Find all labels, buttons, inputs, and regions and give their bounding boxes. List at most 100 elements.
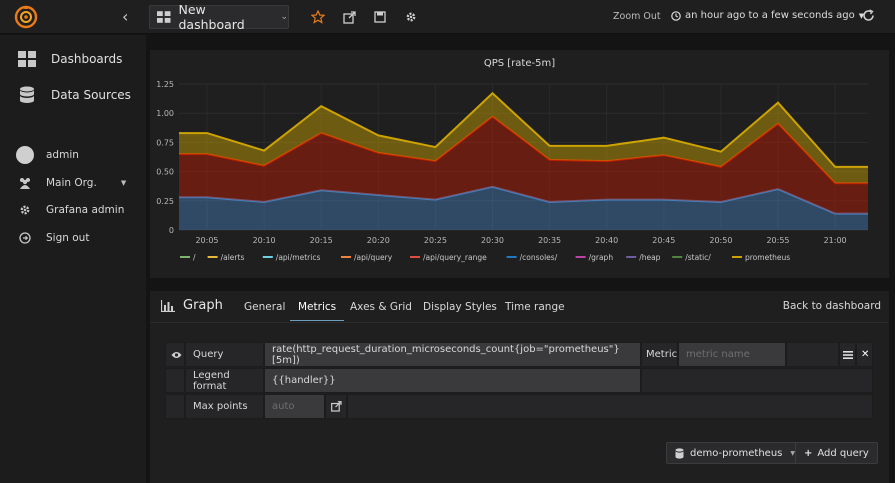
legend-swatch xyxy=(732,256,742,258)
metric-name-input[interactable]: metric name xyxy=(678,342,786,367)
legend-swatch xyxy=(575,256,586,258)
legend-swatch xyxy=(410,256,420,258)
sidebar-item-data-sources[interactable]: Data Sources xyxy=(18,86,131,104)
legend-item: / xyxy=(193,253,196,262)
step-link-icon[interactable] xyxy=(325,394,347,419)
legend-swatch xyxy=(341,256,351,258)
graph-panel: QPS [rate-5m] 0 0.25 0.50 0.75 1.00 1.25 20:05… xyxy=(150,50,889,278)
sign-out-icon xyxy=(16,229,34,247)
y-tick-label: 0.25 xyxy=(156,197,174,206)
datasource-select[interactable]: demo-prometheus ▼ xyxy=(666,442,804,464)
legend-format-input[interactable]: {{handler}} xyxy=(264,368,641,393)
max-points-row: Max points auto xyxy=(165,394,873,419)
tab-general[interactable]: General xyxy=(244,301,286,313)
sidebar-user-profile[interactable]: admin xyxy=(16,146,79,164)
refresh-icon[interactable] xyxy=(862,9,875,25)
add-query-label: Add query xyxy=(817,447,869,459)
hamburger-menu-icon[interactable] xyxy=(839,342,856,367)
y-tick-label: 0 xyxy=(169,226,174,235)
legend-item: /api/query xyxy=(354,253,393,262)
series-area xyxy=(179,93,868,184)
top-navbar: ‹ New dashboard ⌄ Zoom Out an hour ago t… xyxy=(0,0,895,34)
gear-icon xyxy=(16,201,34,219)
avatar xyxy=(16,146,34,164)
sidebar: Dashboards Data Sources admin Main Org. … xyxy=(0,35,146,483)
sidebar-item-label: Dashboards xyxy=(51,52,123,66)
x-tick-label: 20:10 xyxy=(253,236,276,245)
legend-swatch xyxy=(180,256,190,258)
editor-tab-bar: Graph General Metrics Axes & Grid Displa… xyxy=(150,291,889,323)
caret-down-icon: ⌄ xyxy=(280,12,288,22)
plus-icon: + xyxy=(804,447,813,459)
sidebar-item-sign-out[interactable]: Sign out xyxy=(16,229,89,247)
add-query-button[interactable]: + Add query xyxy=(795,442,878,464)
max-points-input[interactable]: auto xyxy=(264,394,325,419)
x-tick-label: 20:45 xyxy=(652,236,675,245)
dashboard-title: New dashboard xyxy=(178,2,245,32)
zoom-out-button[interactable]: Zoom Out xyxy=(613,11,661,22)
users-icon xyxy=(16,174,34,192)
org-name: Main Org. xyxy=(46,177,97,189)
series-line xyxy=(179,115,868,185)
back-to-dashboard-link[interactable]: Back to dashboard xyxy=(782,300,881,312)
legend-item: /static/ xyxy=(685,253,711,262)
series-area xyxy=(179,186,868,230)
clock-icon xyxy=(671,10,681,21)
collapse-sidebar-icon[interactable]: ‹ xyxy=(122,7,129,26)
share-icon[interactable] xyxy=(341,9,357,25)
x-tick-label: 21:00 xyxy=(824,236,847,245)
caret-down-icon: ▼ xyxy=(858,11,865,20)
x-tick-label: 20:05 xyxy=(195,236,218,245)
save-icon[interactable] xyxy=(372,9,388,25)
x-tick-label: 20:25 xyxy=(424,236,447,245)
tab-metrics[interactable]: Metrics xyxy=(290,301,345,321)
qps-chart[interactable]: 0 0.25 0.50 0.75 1.00 1.25 20:05 20:10 20:15 20:2… xyxy=(150,50,889,278)
query-row: Query rate(http_request_duration_microse… xyxy=(165,342,873,367)
time-range-picker[interactable]: an hour ago to a few seconds ago ▼ xyxy=(671,10,864,21)
sidebar-item-dashboards[interactable]: Dashboards xyxy=(18,51,122,67)
sidebar-item-grafana-admin[interactable]: Grafana admin xyxy=(16,201,124,219)
sign-out-label: Sign out xyxy=(46,232,90,244)
star-icon[interactable] xyxy=(310,9,326,25)
query-label: Query xyxy=(185,342,264,367)
legend-swatch xyxy=(262,256,273,258)
legend-swatch xyxy=(207,256,218,258)
legend-swatch xyxy=(506,256,517,258)
x-tick-label: 20:50 xyxy=(709,236,732,245)
database-icon xyxy=(20,86,34,103)
eye-icon[interactable] xyxy=(165,342,185,367)
sidebar-org-switcher[interactable]: Main Org. ▼ xyxy=(16,174,126,192)
tab-time-range[interactable]: Time range xyxy=(505,301,565,313)
legend-item: /heap xyxy=(639,253,660,262)
x-tick-label: 20:35 xyxy=(538,236,561,245)
legend-item: /graph xyxy=(589,253,614,262)
x-tick-label: 20:20 xyxy=(367,236,390,245)
time-range-label: an hour ago to a few seconds ago xyxy=(685,10,855,21)
series-line xyxy=(179,91,868,168)
x-tick-label: 20:15 xyxy=(310,236,333,245)
bar-chart-icon xyxy=(161,299,175,312)
series-area xyxy=(179,116,868,214)
x-tick-label: 20:30 xyxy=(481,236,504,245)
grafana-admin-label: Grafana admin xyxy=(46,204,125,216)
tab-display-styles[interactable]: Display Styles xyxy=(423,301,497,313)
tab-axes-grid[interactable]: Axes & Grid xyxy=(350,301,412,313)
legend-format-label: Legend format xyxy=(185,368,264,393)
max-points-label: Max points xyxy=(185,394,264,419)
sidebar-item-label: Data Sources xyxy=(51,88,131,102)
dashboard-picker-button[interactable]: New dashboard ⌄ xyxy=(149,2,289,32)
grafana-logo-icon[interactable] xyxy=(11,5,41,29)
y-tick-label: 0.50 xyxy=(156,168,174,177)
query-expression-input[interactable]: rate(http_request_duration_microseconds_… xyxy=(264,342,641,367)
remove-query-icon[interactable]: ✕ xyxy=(856,342,873,367)
settings-gear-icon[interactable] xyxy=(403,9,419,25)
legend-swatch xyxy=(626,256,637,258)
legend-item: /api/query_range xyxy=(423,253,487,262)
y-tick-label: 1.00 xyxy=(156,109,174,118)
x-tick-label: 20:55 xyxy=(766,236,789,245)
legend-swatch xyxy=(672,256,683,258)
y-tick-label: 0.75 xyxy=(156,138,174,147)
legend-format-row: Legend format {{handler}} xyxy=(165,368,873,393)
legend-item: /alerts xyxy=(221,253,245,262)
panel-title[interactable]: QPS [rate-5m] xyxy=(483,58,556,69)
